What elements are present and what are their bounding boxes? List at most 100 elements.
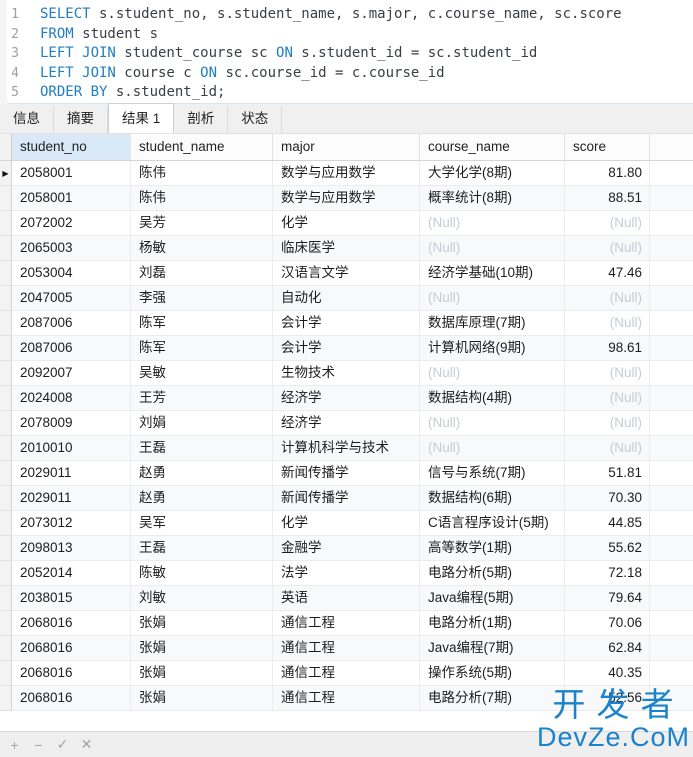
cell-score[interactable]: (Null): [565, 311, 650, 336]
cell-student_name[interactable]: 陈敏: [131, 561, 273, 586]
cell-score[interactable]: 62.84: [565, 636, 650, 661]
cell-student_no[interactable]: 2087006: [12, 311, 131, 336]
column-header-student_no[interactable]: student_no: [12, 134, 131, 160]
cell-score[interactable]: 79.64: [565, 586, 650, 611]
cell-student_name[interactable]: 王芳: [131, 386, 273, 411]
cell-course_name[interactable]: 计算机网络(9期): [420, 336, 565, 361]
cell-student_no[interactable]: 2068016: [12, 611, 131, 636]
cell-major[interactable]: 通信工程: [273, 661, 420, 686]
row-selector[interactable]: [0, 286, 12, 311]
sql-editor[interactable]: 1 SELECT s.student_no, s.student_name, s.…: [0, 0, 693, 104]
cell-student_name[interactable]: 陈伟: [131, 161, 273, 186]
cell-major[interactable]: 数学与应用数学: [273, 161, 420, 186]
cell-student_name[interactable]: 吴敏: [131, 361, 273, 386]
cell-major[interactable]: 金融学: [273, 536, 420, 561]
row-selector[interactable]: ▶: [0, 161, 12, 186]
row-selector[interactable]: [0, 386, 12, 411]
column-header-course_name[interactable]: course_name: [420, 134, 565, 160]
cell-student_no[interactable]: 2068016: [12, 686, 131, 711]
cell-student_no[interactable]: 2052014: [12, 561, 131, 586]
row-selector[interactable]: [0, 261, 12, 286]
cell-course_name[interactable]: 数据库原理(7期): [420, 311, 565, 336]
apply-changes-icon[interactable]: ✓: [56, 736, 69, 752]
cell-score[interactable]: 47.46: [565, 261, 650, 286]
row-selector[interactable]: [0, 236, 12, 261]
cell-student_name[interactable]: 陈伟: [131, 186, 273, 211]
cell-student_name[interactable]: 张娟: [131, 611, 273, 636]
row-selector[interactable]: [0, 411, 12, 436]
tab-4[interactable]: 剖析: [174, 106, 229, 133]
cell-course_name[interactable]: (Null): [420, 236, 565, 261]
cell-course_name[interactable]: 操作系统(5期): [420, 661, 565, 686]
cell-major[interactable]: 英语: [273, 586, 420, 611]
row-selector[interactable]: [0, 611, 12, 636]
cell-major[interactable]: 经济学: [273, 411, 420, 436]
cell-student_no[interactable]: 2065003: [12, 236, 131, 261]
cell-student_no[interactable]: 2047005: [12, 286, 131, 311]
cell-course_name[interactable]: 电路分析(1期): [420, 611, 565, 636]
row-selector[interactable]: [0, 211, 12, 236]
cell-student_name[interactable]: 张娟: [131, 661, 273, 686]
cell-score[interactable]: (Null): [565, 236, 650, 261]
column-header-major[interactable]: major: [273, 134, 420, 160]
cell-student_name[interactable]: 赵勇: [131, 486, 273, 511]
cell-course_name[interactable]: (Null): [420, 361, 565, 386]
cell-course_name[interactable]: 电路分析(5期): [420, 561, 565, 586]
cell-major[interactable]: 新闻传播学: [273, 461, 420, 486]
add-record-icon[interactable]: +: [10, 736, 19, 753]
cell-major[interactable]: 汉语言文学: [273, 261, 420, 286]
cell-student_no[interactable]: 2029011: [12, 461, 131, 486]
cell-score[interactable]: 44.85: [565, 511, 650, 536]
cell-student_no[interactable]: 2068016: [12, 661, 131, 686]
cell-student_no[interactable]: 2072002: [12, 211, 131, 236]
cell-score[interactable]: 81.80: [565, 161, 650, 186]
cell-major[interactable]: 新闻传播学: [273, 486, 420, 511]
tab-3[interactable]: 结果 1: [108, 103, 175, 133]
row-selector[interactable]: [0, 336, 12, 361]
cell-course_name[interactable]: Java编程(5期): [420, 586, 565, 611]
cell-course_name[interactable]: 信号与系统(7期): [420, 461, 565, 486]
cell-course_name[interactable]: 数据结构(6期): [420, 486, 565, 511]
cell-major[interactable]: 法学: [273, 561, 420, 586]
row-selector[interactable]: [0, 636, 12, 661]
cell-course_name[interactable]: 概率统计(8期): [420, 186, 565, 211]
cell-course_name[interactable]: C语言程序设计(5期): [420, 511, 565, 536]
cell-student_no[interactable]: 2058001: [12, 161, 131, 186]
cell-score[interactable]: (Null): [565, 211, 650, 236]
cell-course_name[interactable]: 电路分析(7期): [420, 686, 565, 711]
cell-student_no[interactable]: 2078009: [12, 411, 131, 436]
cell-student_name[interactable]: 王磊: [131, 436, 273, 461]
cell-student_name[interactable]: 刘敏: [131, 586, 273, 611]
cell-course_name[interactable]: (Null): [420, 436, 565, 461]
cell-student_no[interactable]: 2073012: [12, 511, 131, 536]
tab-2[interactable]: 摘要: [54, 106, 108, 133]
cell-course_name[interactable]: (Null): [420, 211, 565, 236]
cell-major[interactable]: 会计学: [273, 311, 420, 336]
tab-5[interactable]: 状态: [228, 106, 283, 133]
delete-record-icon[interactable]: −: [34, 736, 43, 753]
cell-major[interactable]: 化学: [273, 511, 420, 536]
cell-student_name[interactable]: 陈军: [131, 311, 273, 336]
cell-score[interactable]: 55.62: [565, 536, 650, 561]
tab-1[interactable]: 信息: [0, 106, 54, 133]
row-selector[interactable]: [0, 461, 12, 486]
cell-student_no[interactable]: 2068016: [12, 636, 131, 661]
row-selector[interactable]: [0, 311, 12, 336]
cell-course_name[interactable]: Java编程(7期): [420, 636, 565, 661]
cell-student_name[interactable]: 刘娟: [131, 411, 273, 436]
cell-score[interactable]: (Null): [565, 386, 650, 411]
cell-major[interactable]: 化学: [273, 211, 420, 236]
cell-student_no[interactable]: 2038015: [12, 586, 131, 611]
cell-major[interactable]: 会计学: [273, 336, 420, 361]
cell-student_name[interactable]: 刘磊: [131, 261, 273, 286]
cell-major[interactable]: 临床医学: [273, 236, 420, 261]
row-selector[interactable]: [0, 561, 12, 586]
cell-major[interactable]: 生物技术: [273, 361, 420, 386]
cell-score[interactable]: 98.61: [565, 336, 650, 361]
cell-student_no[interactable]: 2053004: [12, 261, 131, 286]
cell-score[interactable]: (Null): [565, 286, 650, 311]
cell-score[interactable]: 70.06: [565, 611, 650, 636]
cell-student_no[interactable]: 2058001: [12, 186, 131, 211]
row-selector[interactable]: [0, 436, 12, 461]
cell-course_name[interactable]: (Null): [420, 411, 565, 436]
